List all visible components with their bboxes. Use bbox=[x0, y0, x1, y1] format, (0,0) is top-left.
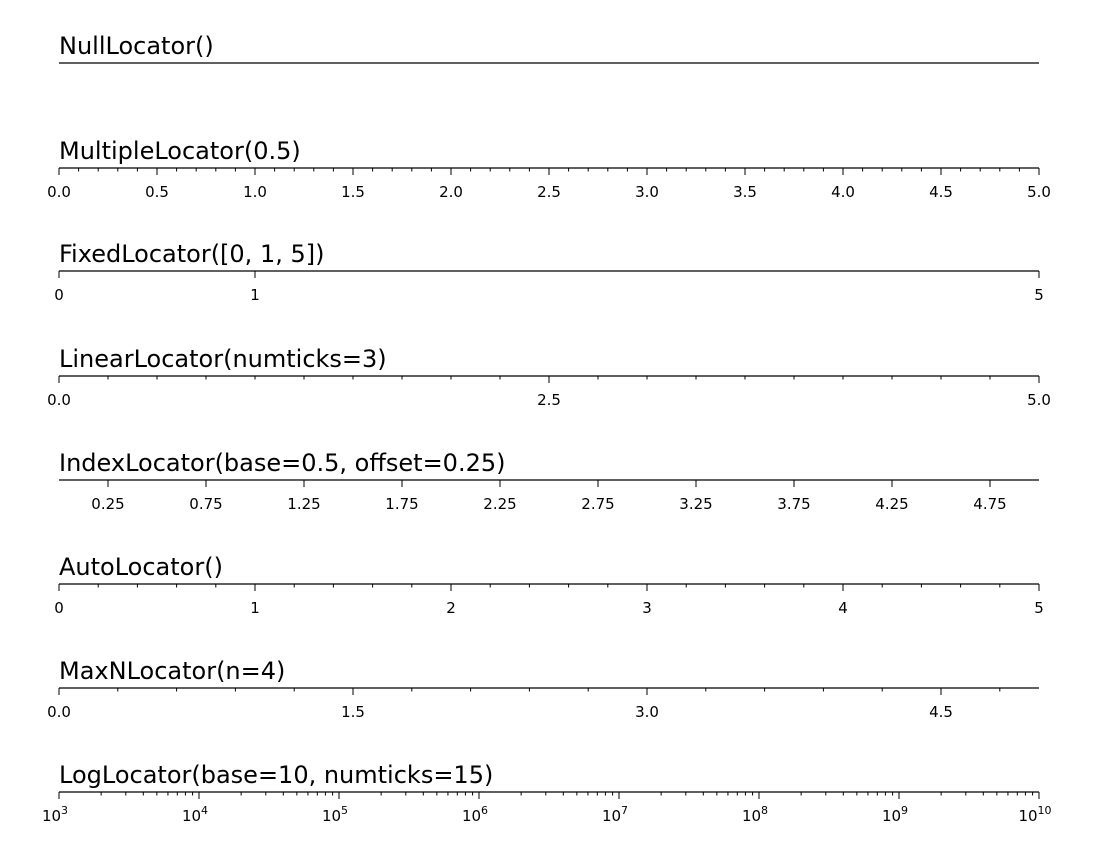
axis-title: IndexLocator(base=0.5, offset=0.25) bbox=[59, 449, 505, 477]
axis-panel-2: MultipleLocator(0.5) 0.0 0.5 1.0 1.5 2.0 2.5 3.… bbox=[47, 137, 1051, 201]
tick-label: 103 bbox=[42, 804, 68, 825]
tick-label: 108 bbox=[742, 804, 768, 825]
axis-title: AutoLocator() bbox=[59, 553, 223, 581]
tick-label-base: 10 bbox=[182, 807, 201, 825]
tick-label: 4 bbox=[838, 599, 848, 617]
axis-panel-7: MaxNLocator(n=4) 0.0 1.5 3.0 4.5 bbox=[47, 657, 1039, 721]
tick-label: 2.75 bbox=[581, 495, 614, 513]
axis-panel-6: AutoLocator() 0 1 2 3 4 5 bbox=[54, 553, 1044, 617]
tick-label: 2.5 bbox=[537, 391, 561, 409]
tick-label: 3.0 bbox=[635, 183, 659, 201]
axis-title: LinearLocator(numticks=3) bbox=[59, 345, 387, 373]
tick-label-exponent: 4 bbox=[201, 804, 208, 817]
axis-panel-4: LinearLocator(numticks=3) 0.0 2.5 5.0 bbox=[47, 345, 1051, 409]
tick-label: 0.75 bbox=[189, 495, 222, 513]
tick-label-base: 10 bbox=[322, 807, 341, 825]
tick-label: 1010 bbox=[1018, 804, 1051, 825]
tick-label: 3.75 bbox=[777, 495, 810, 513]
axis-title: LogLocator(base=10, numticks=15) bbox=[59, 761, 493, 789]
tick-label-base: 10 bbox=[882, 807, 901, 825]
tick-label: 107 bbox=[602, 804, 628, 825]
tick-label: 4.0 bbox=[831, 183, 855, 201]
tick-label: 104 bbox=[182, 804, 208, 825]
tick-label-exponent: 8 bbox=[761, 804, 768, 817]
tick-label: 5 bbox=[1034, 286, 1044, 304]
axis-panel-5: IndexLocator(base=0.5, offset=0.25) 0.25 0… bbox=[59, 449, 1039, 513]
axis-title: MaxNLocator(n=4) bbox=[59, 657, 285, 685]
tick-label: 0.0 bbox=[47, 183, 71, 201]
tick-label: 4.5 bbox=[929, 703, 953, 721]
tick-label: 0 bbox=[54, 599, 64, 617]
tick-label: 3.5 bbox=[733, 183, 757, 201]
tick-label: 2.25 bbox=[483, 495, 516, 513]
tick-label-exponent: 5 bbox=[341, 804, 348, 817]
tick-label: 0.25 bbox=[91, 495, 124, 513]
tick-label: 5.0 bbox=[1027, 183, 1051, 201]
axis-panel-1: NullLocator() bbox=[59, 32, 1039, 64]
tick-label: 109 bbox=[882, 804, 908, 825]
tick-label: 0 bbox=[54, 286, 64, 304]
axis-title: FixedLocator([0, 1, 5]) bbox=[59, 240, 324, 268]
tick-label: 1.5 bbox=[341, 703, 365, 721]
tick-label-base: 10 bbox=[742, 807, 761, 825]
tick-label: 105 bbox=[322, 804, 348, 825]
tick-label: 1.25 bbox=[287, 495, 320, 513]
tick-label: 5 bbox=[1034, 599, 1044, 617]
tick-label: 5.0 bbox=[1027, 391, 1051, 409]
tick-label-base: 10 bbox=[42, 807, 61, 825]
tick-label: 1.75 bbox=[385, 495, 418, 513]
tick-label-exponent: 9 bbox=[901, 804, 908, 817]
tick-label-exponent: 6 bbox=[481, 804, 488, 817]
axis-panel-3: FixedLocator([0, 1, 5]) 0 1 5 bbox=[54, 240, 1044, 304]
tick-label: 2.0 bbox=[439, 183, 463, 201]
tick-label-exponent: 10 bbox=[1038, 804, 1052, 817]
tick-label: 0.0 bbox=[47, 391, 71, 409]
tick-label: 1.0 bbox=[243, 183, 267, 201]
tick-label: 0.5 bbox=[145, 183, 169, 201]
tick-label-exponent: 7 bbox=[621, 804, 628, 817]
tick-label: 4.25 bbox=[875, 495, 908, 513]
tick-label: 1 bbox=[250, 599, 260, 617]
axis-title: MultipleLocator(0.5) bbox=[59, 137, 301, 165]
tick-label: 2.5 bbox=[537, 183, 561, 201]
tick-label-exponent: 3 bbox=[61, 804, 68, 817]
tick-label: 4.75 bbox=[973, 495, 1006, 513]
axis-title: NullLocator() bbox=[59, 32, 214, 60]
tick-label-base: 10 bbox=[1018, 807, 1037, 825]
tick-label: 2 bbox=[446, 599, 456, 617]
tick-label: 1 bbox=[250, 286, 260, 304]
tick-label: 3.0 bbox=[635, 703, 659, 721]
tick-label: 1.5 bbox=[341, 183, 365, 201]
tick-label: 106 bbox=[462, 804, 488, 825]
tick-label-base: 10 bbox=[462, 807, 481, 825]
tick-label-base: 10 bbox=[602, 807, 621, 825]
tick-label: 4.5 bbox=[929, 183, 953, 201]
tick-label: 3 bbox=[642, 599, 652, 617]
axis-panel-8: LogLocator(base=10, numticks=15)103 104 10… bbox=[42, 761, 1052, 825]
tick-label: 0.0 bbox=[47, 703, 71, 721]
tick-label: 3.25 bbox=[679, 495, 712, 513]
